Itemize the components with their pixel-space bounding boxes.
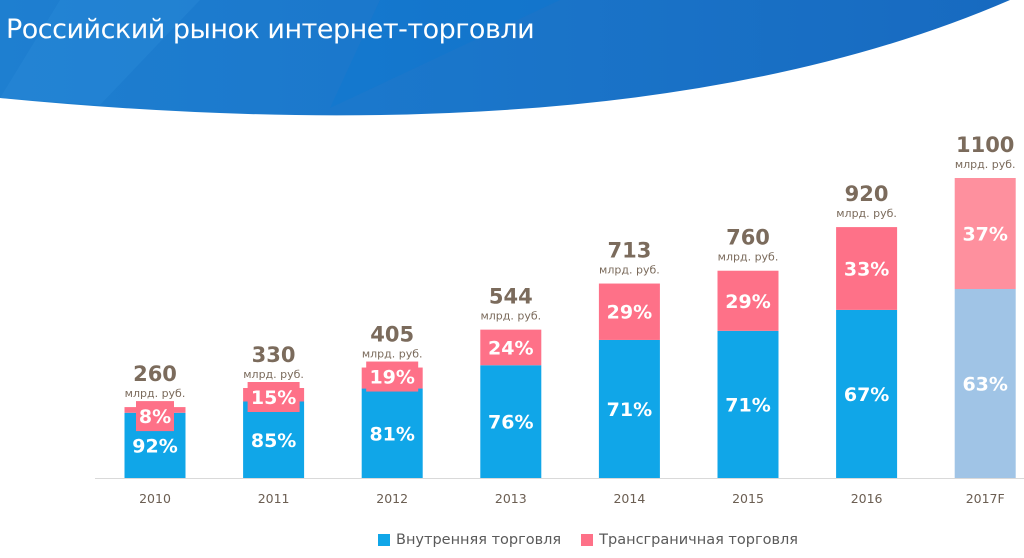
total-value-label: 760 xyxy=(726,226,770,250)
bar-crossborder xyxy=(954,178,1016,289)
total-value-label: 713 xyxy=(607,239,651,263)
total-unit-label: млрд. руб. xyxy=(480,310,541,323)
data-label-crossborder: 15% xyxy=(251,387,296,409)
data-label-crossborder: 29% xyxy=(725,291,770,313)
data-label-domestic: 85% xyxy=(251,430,296,452)
x-tick-label: 2012 xyxy=(376,491,408,506)
data-label-crossborder: 19% xyxy=(369,367,414,389)
total-value-label: 405 xyxy=(370,323,414,347)
total-value-label: 1100 xyxy=(956,133,1014,157)
total-value-label: 920 xyxy=(845,182,889,206)
data-label-domestic: 71% xyxy=(725,394,770,416)
data-label-domestic: 67% xyxy=(844,384,889,406)
data-label-domestic: 81% xyxy=(369,423,414,445)
data-label-domestic: 63% xyxy=(962,374,1007,396)
total-value-label: 544 xyxy=(489,285,533,309)
data-label-crossborder: 29% xyxy=(607,302,652,324)
bar-domestic xyxy=(836,309,898,478)
total-unit-label: млрд. руб. xyxy=(955,158,1016,171)
legend-swatch-crossborder xyxy=(581,534,594,546)
data-label-domestic: 76% xyxy=(488,412,533,434)
bar-domestic xyxy=(361,388,423,478)
bar-domestic xyxy=(954,289,1016,478)
x-tick-label: 2015 xyxy=(732,491,764,506)
legend-swatch-domestic xyxy=(378,534,390,546)
x-tick-label: 2016 xyxy=(851,491,883,506)
bar-crossborder xyxy=(480,329,542,366)
data-label-crossborder: 37% xyxy=(962,224,1007,246)
x-tick-label: 2010 xyxy=(139,491,171,506)
bar-domestic xyxy=(598,339,660,478)
bar-crossborder xyxy=(598,283,660,340)
bar-crossborder xyxy=(717,270,779,331)
page-title: Российский рынок интернет-торговли xyxy=(6,14,535,45)
data-label-domestic: 71% xyxy=(607,399,652,421)
label-box-crossborder xyxy=(247,382,300,412)
x-tick-label: 2013 xyxy=(495,491,527,506)
data-label-crossborder: 24% xyxy=(488,337,533,359)
bar-domestic xyxy=(243,401,305,478)
data-label-crossborder: 33% xyxy=(844,258,889,280)
total-unit-label: млрд. руб. xyxy=(362,348,423,361)
bar-domestic xyxy=(717,330,779,478)
bar-crossborder xyxy=(836,227,898,310)
x-tick-label: 2014 xyxy=(613,491,645,506)
label-box-crossborder xyxy=(366,361,419,392)
x-tick-label: 2011 xyxy=(258,491,290,506)
total-unit-label: млрд. руб. xyxy=(243,368,304,381)
bar-domestic xyxy=(480,365,542,478)
x-tick-label: 2017F xyxy=(966,491,1005,506)
legend-item-domestic: Внутренняя торговля xyxy=(378,532,561,548)
total-unit-label: млрд. руб. xyxy=(836,207,897,220)
total-value-label: 260 xyxy=(133,362,177,386)
total-unit-label: млрд. руб. xyxy=(599,264,660,277)
header-facet xyxy=(0,0,200,105)
total-unit-label: млрд. руб. xyxy=(718,251,779,264)
total-value-label: 330 xyxy=(252,343,296,367)
header-facet xyxy=(330,0,560,108)
legend-label: Внутренняя торговля xyxy=(396,532,562,548)
total-unit-label: млрд. руб. xyxy=(125,387,186,400)
data-label-domestic: 92% xyxy=(132,435,177,457)
legend-label: Трансграничная торговля xyxy=(599,532,798,548)
label-box-crossborder xyxy=(136,401,174,432)
data-label-crossborder: 8% xyxy=(139,406,171,428)
header-banner xyxy=(0,0,1010,116)
legend-item-crossborder: Трансграничная торговля xyxy=(581,532,798,548)
chart-legend: Внутренняя торговля Трансграничная торго… xyxy=(378,532,798,548)
